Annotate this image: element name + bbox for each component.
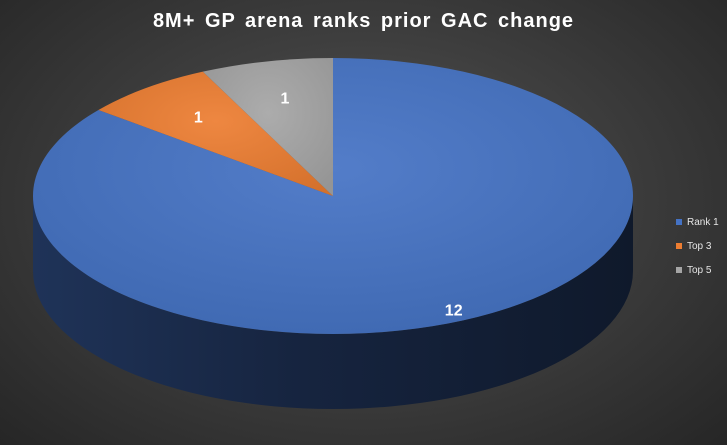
legend-item-rank-1: Rank 1 <box>676 210 719 234</box>
legend-item-top-3: Top 3 <box>676 234 719 258</box>
legend: Rank 1 Top 3 Top 5 <box>676 210 719 282</box>
pie-side-rank-1 <box>33 196 633 409</box>
legend-label: Top 3 <box>687 240 712 252</box>
legend-swatch <box>676 219 682 225</box>
data-label-rank-1: 12 <box>445 302 463 319</box>
legend-swatch <box>676 267 682 273</box>
chart-title: 8M+ GP arena ranks prior GAC change <box>152 10 575 32</box>
legend-label: Rank 1 <box>687 216 719 228</box>
legend-item-top-5: Top 5 <box>676 258 719 282</box>
data-label-top-3: 1 <box>194 110 203 127</box>
pie-slice-top-5 <box>202 58 333 196</box>
legend-swatch <box>676 243 682 249</box>
pie-slice-top-3 <box>98 71 333 196</box>
data-label-top-5: 1 <box>280 90 289 107</box>
legend-label: Top 5 <box>687 264 712 276</box>
